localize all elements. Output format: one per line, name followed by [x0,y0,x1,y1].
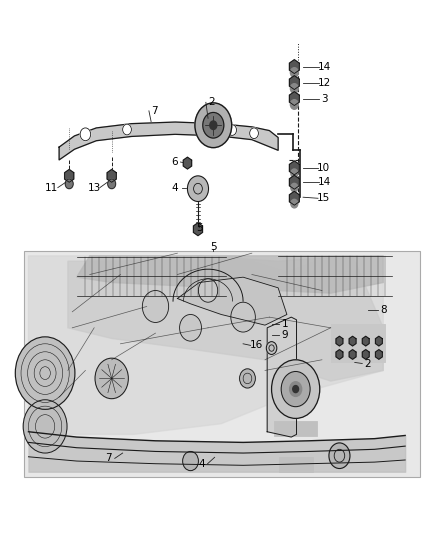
Circle shape [183,451,198,471]
Bar [331,324,385,362]
Polygon shape [290,60,299,74]
Polygon shape [68,256,383,381]
Circle shape [231,302,255,332]
Circle shape [228,125,237,135]
Circle shape [95,358,128,399]
Bar [279,457,313,472]
Bar [274,421,317,436]
Text: 7: 7 [151,106,158,116]
Polygon shape [349,336,356,346]
Circle shape [180,314,201,341]
Circle shape [291,169,298,177]
Text: 12: 12 [318,78,331,87]
Circle shape [329,443,350,469]
Polygon shape [290,175,299,189]
Polygon shape [336,350,343,359]
Circle shape [203,112,224,138]
Text: 7: 7 [105,454,112,463]
Polygon shape [290,191,299,205]
Circle shape [80,128,91,141]
Polygon shape [349,350,356,359]
Circle shape [293,385,299,393]
Text: 4: 4 [171,183,178,192]
Polygon shape [290,76,299,90]
Circle shape [281,372,310,407]
Circle shape [15,337,75,409]
Text: 2: 2 [208,98,215,107]
Circle shape [290,68,298,77]
Polygon shape [59,122,278,160]
Circle shape [142,290,169,322]
Text: 13: 13 [88,183,101,192]
Polygon shape [28,256,383,434]
Text: 5: 5 [196,223,203,233]
Text: 14: 14 [318,62,331,71]
Circle shape [123,124,131,135]
Text: 14: 14 [318,177,331,187]
Text: 15: 15 [317,193,330,203]
Circle shape [210,121,217,130]
Circle shape [198,279,218,302]
Polygon shape [77,256,383,293]
Circle shape [272,360,320,418]
Circle shape [290,100,298,109]
Text: 1: 1 [281,319,288,329]
Polygon shape [375,350,382,359]
Polygon shape [362,336,369,346]
Circle shape [266,342,277,354]
Polygon shape [65,169,74,182]
Polygon shape [290,161,299,175]
Bar [24,251,420,477]
Text: 10: 10 [317,163,330,173]
Circle shape [250,128,258,139]
Text: 9: 9 [281,330,288,340]
Circle shape [65,179,73,189]
Text: 6: 6 [171,157,178,167]
Circle shape [291,199,298,208]
Circle shape [290,382,302,397]
Text: 2: 2 [364,359,371,368]
Text: 5: 5 [210,242,217,252]
Text: 11: 11 [45,183,58,192]
Text: 3: 3 [321,94,328,103]
Circle shape [195,103,232,148]
Circle shape [23,400,67,453]
Polygon shape [267,317,297,437]
Polygon shape [336,336,343,346]
Circle shape [108,179,116,189]
Polygon shape [362,350,369,359]
Polygon shape [177,277,287,325]
Polygon shape [290,92,299,106]
Text: 16: 16 [250,341,263,350]
Polygon shape [375,336,382,346]
Circle shape [240,369,255,388]
Circle shape [290,84,298,93]
Text: 8: 8 [380,305,387,315]
Text: 4: 4 [198,459,205,469]
Polygon shape [107,169,116,182]
Circle shape [187,176,208,201]
Circle shape [291,183,298,192]
Polygon shape [183,157,192,169]
Polygon shape [194,223,202,236]
